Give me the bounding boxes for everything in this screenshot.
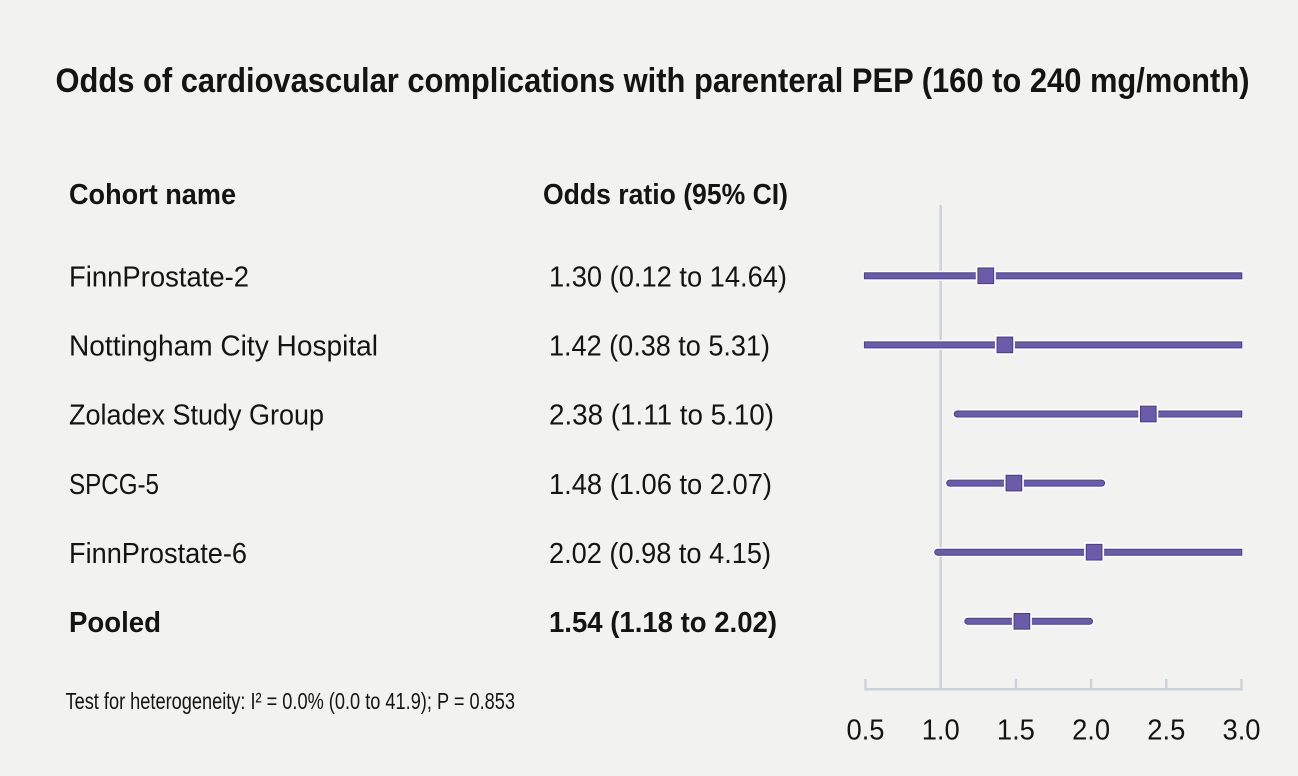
svg-text:FinnProstate-6: FinnProstate-6 bbox=[69, 538, 247, 570]
svg-text:Odds of cardiovascular complic: Odds of cardiovascular complications wit… bbox=[56, 62, 1250, 100]
svg-text:0.5: 0.5 bbox=[847, 714, 885, 746]
svg-text:FinnProstate-2: FinnProstate-2 bbox=[69, 262, 249, 294]
svg-text:2.38 (1.11 to 5.10): 2.38 (1.11 to 5.10) bbox=[549, 400, 774, 432]
svg-text:Odds ratio (95% CI): Odds ratio (95% CI) bbox=[543, 179, 788, 211]
svg-text:Pooled: Pooled bbox=[69, 607, 161, 639]
svg-text:1.30 (0.12 to 14.64): 1.30 (0.12 to 14.64) bbox=[549, 262, 787, 294]
svg-text:Zoladex Study Group: Zoladex Study Group bbox=[69, 400, 324, 432]
svg-text:Test for heterogeneity: I² = 0: Test for heterogeneity: I² = 0.0% (0.0 t… bbox=[66, 688, 516, 714]
svg-text:1.54 (1.18 to 2.02): 1.54 (1.18 to 2.02) bbox=[549, 607, 777, 639]
svg-text:1.48 (1.06 to 2.07): 1.48 (1.06 to 2.07) bbox=[549, 469, 772, 501]
svg-text:2.5: 2.5 bbox=[1147, 714, 1185, 746]
svg-text:2.0: 2.0 bbox=[1072, 714, 1110, 746]
svg-text:Cohort name: Cohort name bbox=[69, 179, 236, 211]
svg-text:1.5: 1.5 bbox=[997, 714, 1035, 746]
svg-text:3.0: 3.0 bbox=[1223, 714, 1261, 746]
svg-text:Nottingham City Hospital: Nottingham City Hospital bbox=[69, 331, 378, 363]
svg-text:1.42 (0.38 to 5.31): 1.42 (0.38 to 5.31) bbox=[549, 331, 770, 363]
svg-text:2.02 (0.98 to 4.15): 2.02 (0.98 to 4.15) bbox=[549, 538, 771, 570]
svg-text:1.0: 1.0 bbox=[922, 714, 960, 746]
svg-text:SPCG-5: SPCG-5 bbox=[69, 469, 159, 501]
